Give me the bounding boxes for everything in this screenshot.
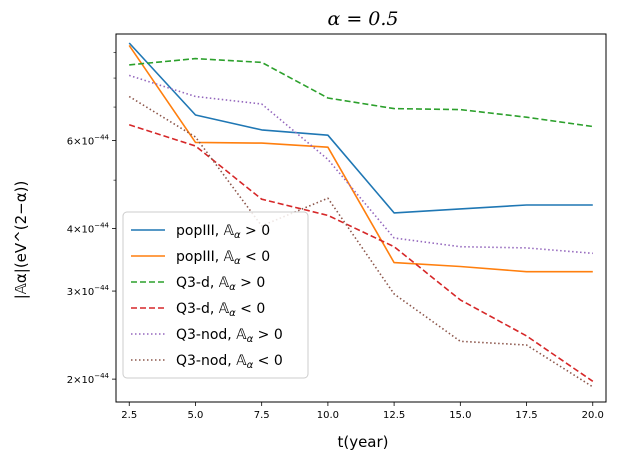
plot-frame [115, 33, 607, 403]
y-tick-label: 3×10−44 [67, 284, 110, 298]
series-line-5 [128, 95, 594, 388]
legend-label: Q3-d, 𝔸α < 0 [176, 301, 265, 319]
x-axis-label: t(year) [337, 433, 388, 451]
legend-box [122, 211, 309, 379]
series-line-0 [128, 42, 593, 214]
x-tick-label: 10.0 [317, 410, 339, 421]
series-line-4 [128, 74, 593, 255]
axes: 2.5 5.0 7.5 10.0 12.5 15.0 17.5 20.0 2×10−44 3×10… [67, 33, 607, 421]
series-line-3 [128, 124, 594, 382]
legend-label: popIII, 𝔸α < 0 [176, 249, 270, 267]
legend-label: Q3-d, 𝔸α > 0 [176, 275, 265, 293]
x-tick-label: 7.5 [254, 410, 270, 421]
y-tick-label: 4×10−44 [67, 222, 110, 236]
legend: popIII, 𝔸α > 0 popIII, 𝔸α < 0 Q3-d, 𝔸α > 0… [122, 211, 309, 379]
x-tick-label: 5.0 [188, 410, 204, 421]
series-line-2 [129, 57, 593, 128]
x-tick-label: 20.0 [582, 410, 604, 421]
plot-area [128, 42, 594, 388]
legend-label: Q3-nod, 𝔸α < 0 [176, 353, 283, 371]
x-tick-label: 12.5 [383, 410, 405, 421]
legend-label: popIII, 𝔸α > 0 [176, 223, 270, 241]
legend-label: Q3-nod, 𝔸α > 0 [176, 327, 283, 345]
y-axis-label: |𝔸α|(eV^(2−α)) [12, 181, 30, 300]
series-line-1 [128, 44, 593, 273]
x-tick-label: 17.5 [515, 410, 537, 421]
y-tick-label: 6×10−44 [67, 134, 110, 148]
x-tick-label: 15.0 [449, 410, 471, 421]
chart-title: α = 0.5 [327, 8, 398, 30]
x-tick-label: 2.5 [121, 410, 137, 421]
y-tick-label: 2×10−44 [67, 372, 110, 386]
